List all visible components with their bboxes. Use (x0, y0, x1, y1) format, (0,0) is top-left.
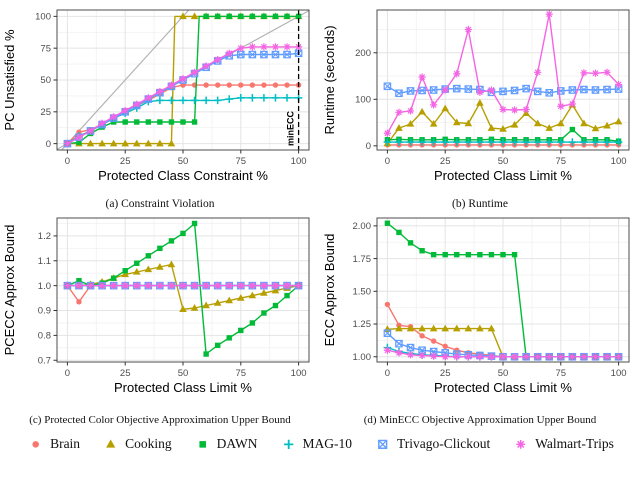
legend-label-cooking: Cooking (125, 436, 172, 451)
svg-text:0.9: 0.9 (38, 306, 51, 317)
svg-text:100: 100 (611, 156, 627, 167)
svg-text:1.75: 1.75 (353, 254, 372, 265)
legend-item-walmart: Walmart-Trips (511, 436, 614, 452)
figure-row-top: minECC 0 25 50 75 100 0 25 50 75 100 Protected Clas… (0, 2, 640, 210)
svg-text:0.8: 0.8 (38, 331, 51, 342)
svg-text:75: 75 (236, 368, 247, 379)
svg-text:0: 0 (65, 368, 70, 379)
legend-item-cooking: Cooking (101, 436, 172, 452)
legend-label-trivago: Trivago-Clickout (397, 436, 491, 451)
svg-text:75: 75 (556, 368, 567, 379)
legend-label-walmart: Walmart-Trips (535, 436, 614, 451)
figure-row-bottom: 0 25 50 75 100 0.7 0.8 0.9 1.0 1.1 1.2 Protected Cl… (0, 210, 640, 426)
caption-d: (d) MinECC Objective Approximation Upper… (363, 414, 597, 426)
legend-label-mag10: MAG-10 (302, 436, 353, 451)
svg-text:25: 25 (440, 156, 451, 167)
svg-text:PCECC Approx Bound: PCECC Approx Bound (2, 225, 17, 356)
svg-text:50: 50 (498, 156, 509, 167)
legend-label-dawn: DAWN (216, 436, 258, 451)
svg-text:50: 50 (178, 368, 189, 379)
svg-text:ECC Approx Bound: ECC Approx Bound (322, 234, 337, 347)
legend-item-mag10: MAG-10 (279, 436, 353, 452)
svg-text:100: 100 (291, 368, 307, 379)
svg-text:1.25: 1.25 (353, 319, 372, 330)
svg-text:100: 100 (355, 95, 371, 106)
svg-text:25: 25 (40, 107, 51, 118)
svg-text:0.7: 0.7 (38, 355, 51, 366)
svg-text:Runtime (seconds): Runtime (seconds) (322, 25, 337, 134)
svg-text:100: 100 (611, 368, 627, 379)
svg-text:75: 75 (40, 43, 51, 54)
legend-item-brain: Brain (26, 436, 80, 452)
svg-text:0: 0 (366, 141, 371, 152)
caption-b: (b) Runtime (452, 198, 508, 210)
subfigure-a: minECC 0 25 50 75 100 0 25 50 75 100 Protected Clas… (0, 2, 320, 210)
svg-text:0: 0 (65, 156, 70, 167)
chart-c: 0 25 50 75 100 0.7 0.8 0.9 1.0 1.1 1.2 Protected Cl… (2, 217, 310, 395)
svg-text:Protected Class Limit %: Protected Class Limit % (434, 380, 572, 395)
trivago-crossed-square-icon (373, 436, 393, 452)
svg-text:Protected Class Constraint %: Protected Class Constraint % (98, 168, 268, 183)
svg-text:0: 0 (385, 368, 390, 379)
svg-text:50: 50 (40, 75, 51, 86)
caption-a: (a) Constraint Violation (105, 198, 215, 210)
svg-text:50: 50 (178, 156, 189, 167)
svg-text:25: 25 (120, 156, 131, 167)
subfigure-b: 0 25 50 75 100 0 100 200 Protected Class Limit %… (320, 2, 640, 210)
svg-text:1.50: 1.50 (353, 287, 372, 298)
legend-item-trivago: Trivago-Clickout (373, 436, 490, 452)
svg-text:Protected Class Limit %: Protected Class Limit % (114, 380, 252, 395)
svg-text:0: 0 (385, 156, 390, 167)
subfigure-c: 0 25 50 75 100 0.7 0.8 0.9 1.0 1.1 1.2 Protected Cl… (0, 210, 320, 426)
legend: Brain Cooking DAWN MAG-10 Trivago-Clicko… (0, 436, 640, 452)
cooking-triangle-icon (101, 436, 121, 452)
subfigure-d: 0 25 50 75 100 1.00 1.25 1.50 1.75 2.00 Protected … (320, 210, 640, 426)
svg-text:200: 200 (355, 48, 371, 59)
svg-text:75: 75 (236, 156, 247, 167)
svg-text:100: 100 (35, 12, 51, 23)
mag10-plus-icon (279, 436, 299, 452)
svg-text:2.00: 2.00 (353, 221, 372, 232)
caption-c: (c) Protected Color Objective Approximat… (29, 414, 291, 426)
svg-text:0: 0 (46, 139, 51, 150)
svg-text:100: 100 (291, 156, 307, 167)
dawn-square-icon (193, 436, 213, 452)
brain-circle-icon (26, 436, 46, 452)
chart-d: 0 25 50 75 100 1.00 1.25 1.50 1.75 2.00 Protected … (322, 217, 630, 395)
legend-label-brain: Brain (50, 436, 81, 451)
svg-text:1.00: 1.00 (353, 352, 372, 363)
svg-text:1.1: 1.1 (38, 256, 51, 267)
legend-item-dawn: DAWN (193, 436, 258, 452)
svg-text:1.0: 1.0 (38, 281, 51, 292)
chart-a: minECC 0 25 50 75 100 0 25 50 75 100 Protected Clas… (2, 9, 310, 183)
svg-text:1.2: 1.2 (38, 231, 51, 242)
svg-text:PC Unsatisfied %: PC Unsatisfied % (2, 29, 17, 131)
svg-text:Protected Class Limit %: Protected Class Limit % (434, 168, 572, 183)
svg-text:25: 25 (440, 368, 451, 379)
chart-b: 0 25 50 75 100 0 100 200 Protected Class Limit %… (322, 9, 630, 183)
svg-text:75: 75 (556, 156, 567, 167)
walmart-asterisk-icon (511, 436, 531, 452)
svg-text:minECC: minECC (286, 110, 296, 146)
svg-text:50: 50 (498, 368, 509, 379)
svg-text:25: 25 (120, 368, 131, 379)
figure-grid: minECC 0 25 50 75 100 0 25 50 75 100 Protected Clas… (0, 2, 640, 452)
